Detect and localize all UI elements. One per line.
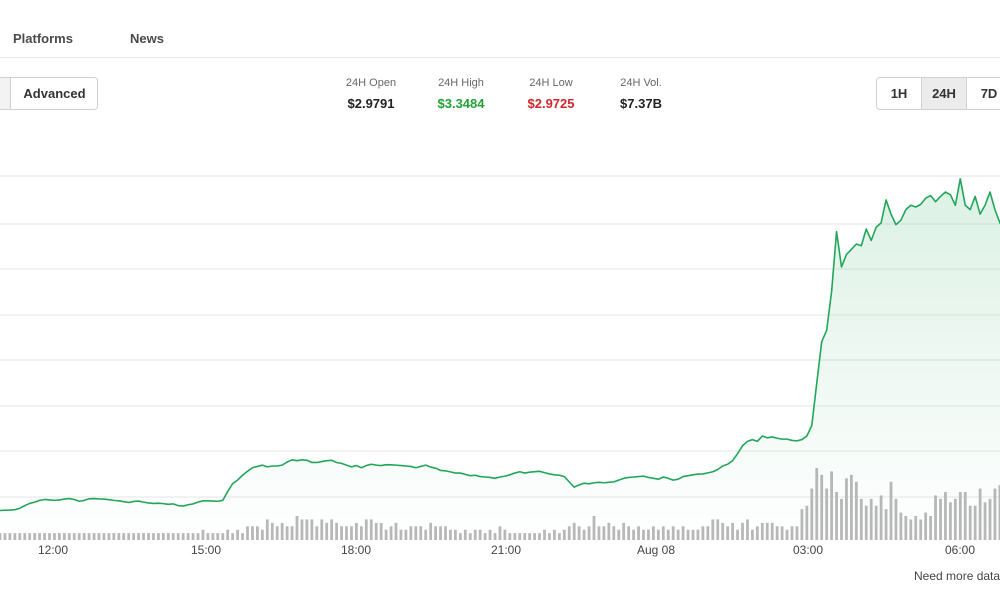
stat-value: $2.9791 <box>347 96 395 111</box>
stat-value: $7.37B <box>620 96 662 111</box>
need-more-data-link[interactable]: Need more data <box>914 569 1000 583</box>
price-area <box>0 178 1000 540</box>
stat-label: 24H Low <box>529 77 573 89</box>
x-tick-label: 12:00 <box>38 543 68 557</box>
time-range-selector: 1H 24H 7D <box>876 77 1000 110</box>
x-tick-label: 06:00 <box>945 543 975 557</box>
stat-label: 24H Open <box>345 77 397 89</box>
x-tick-label: 03:00 <box>793 543 823 557</box>
x-tick-label: 18:00 <box>341 543 371 557</box>
stat-value: $2.9725 <box>527 96 575 111</box>
price-chart: 12:00 15:00 18:00 21:00 Aug 08 03:00 06:00 <box>0 175 1000 557</box>
stat-24h-volume: 24H Vol. $7.37B <box>600 77 682 111</box>
grid-lines <box>0 175 1000 498</box>
x-tick-label: Aug 08 <box>637 543 675 557</box>
stat-label: 24H High <box>438 77 484 89</box>
x-tick-label: 21:00 <box>491 543 521 557</box>
range-7d-button[interactable]: 7D <box>967 78 1000 109</box>
advanced-button[interactable]: Advanced <box>10 78 97 109</box>
stat-24h-low: 24H Low $2.9725 <box>510 77 592 111</box>
range-1h-button[interactable]: 1H <box>877 78 922 109</box>
stat-label: 24H Vol. <box>620 77 662 89</box>
nav-news[interactable]: News <box>130 31 164 46</box>
x-axis-ticks: 12:00 15:00 18:00 21:00 Aug 08 03:00 06:00 <box>38 543 975 557</box>
price-line <box>0 178 1000 512</box>
top-navigation: Platforms News <box>0 0 1000 58</box>
range-24h-button[interactable]: 24H <box>922 78 967 109</box>
chart-mode-toggle: Advanced <box>0 77 98 110</box>
stat-24h-high: 24H High $3.3484 <box>420 77 502 111</box>
nav-platforms[interactable]: Platforms <box>13 31 73 46</box>
stat-value: $3.3484 <box>437 96 485 111</box>
stat-24h-open: 24H Open $2.9791 <box>330 77 412 111</box>
x-tick-label: 15:00 <box>191 543 221 557</box>
